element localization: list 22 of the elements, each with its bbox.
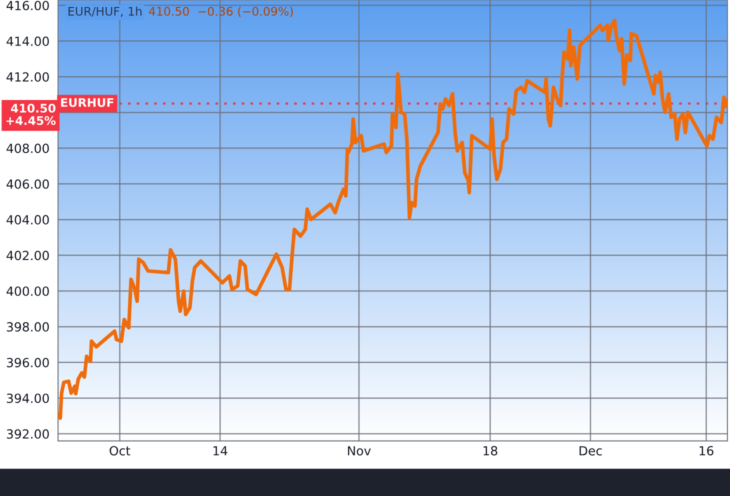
text: 410.50 +4.45% bbox=[6, 104, 56, 125]
y-tick-label: 414.00 bbox=[6, 36, 49, 46]
y-tick-label: 398.00 bbox=[6, 322, 49, 332]
x-tick-label: Nov bbox=[348, 446, 371, 456]
ref-line-label: EURHUF bbox=[61, 98, 114, 107]
y-tick-label: 406.00 bbox=[6, 179, 49, 189]
x-tick-label: 18 bbox=[484, 446, 498, 456]
y-tick-label: 412.00 bbox=[6, 72, 49, 82]
x-tick-label: Oct bbox=[110, 446, 130, 456]
y-tick-label: 392.00 bbox=[6, 429, 49, 439]
y-tick-label: 416.00 bbox=[6, 0, 49, 10]
chart-title: EUR/HUF, 1h bbox=[68, 6, 142, 17]
y-tick-label: 394.00 bbox=[6, 394, 49, 404]
y-tick-label: 408.00 bbox=[6, 144, 49, 154]
y-tick-label: 396.00 bbox=[6, 358, 49, 368]
y-tick-label: 400.00 bbox=[6, 286, 49, 296]
x-tick-label: Dec bbox=[580, 446, 602, 456]
y-tick-label: 402.00 bbox=[6, 250, 49, 260]
y-tick-label: 404.00 bbox=[6, 215, 49, 225]
annotation: 410.50 −0.36 (−0.09%) bbox=[148, 6, 293, 18]
x-tick-label: 16 bbox=[700, 446, 714, 456]
x-tick-label: 14 bbox=[214, 446, 228, 456]
